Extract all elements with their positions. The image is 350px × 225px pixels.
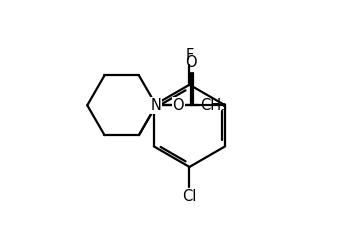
Text: O: O	[185, 55, 196, 70]
Text: O: O	[173, 98, 184, 113]
Text: N: N	[151, 98, 162, 113]
Text: F: F	[185, 47, 194, 63]
Text: CH₃: CH₃	[201, 98, 228, 113]
Text: Cl: Cl	[182, 189, 197, 204]
